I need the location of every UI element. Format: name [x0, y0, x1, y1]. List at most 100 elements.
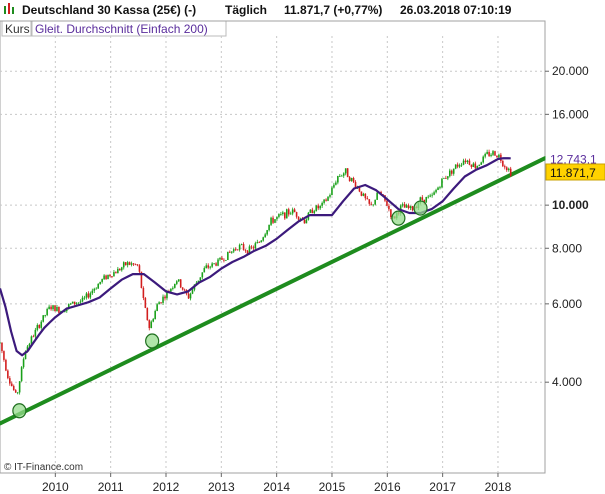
candle-body — [425, 197, 428, 203]
candle-body — [134, 264, 137, 266]
y-axis: 4.000 6.000 8.000 10.000 16.000 20.000 — [545, 64, 589, 389]
candle — [136, 264, 139, 267]
candle-body — [411, 206, 414, 211]
candle-body — [484, 153, 486, 157]
candle-body — [364, 193, 367, 199]
candle — [14, 389, 17, 394]
candle — [498, 153, 500, 159]
candle — [54, 305, 56, 312]
candle — [172, 286, 174, 291]
candle — [405, 203, 408, 208]
candle-body — [311, 209, 314, 214]
candle-body — [295, 212, 298, 217]
candle — [217, 258, 219, 267]
candle — [342, 172, 345, 178]
candle — [264, 232, 266, 238]
candle-body — [211, 263, 213, 267]
candle — [370, 201, 373, 206]
candle-body — [221, 257, 223, 260]
legend-sma-label[interactable]: Gleit. Durchschnitt (Einfach 200) — [35, 22, 208, 36]
candle-body — [97, 283, 100, 289]
candle — [360, 191, 363, 197]
candle-body — [136, 264, 139, 266]
candle-body — [250, 246, 253, 248]
candle — [154, 309, 156, 320]
candle — [315, 205, 318, 212]
candle-body — [319, 205, 321, 209]
candle — [95, 287, 98, 290]
candle-body — [441, 178, 443, 188]
candle-body — [230, 251, 233, 253]
candle — [240, 243, 243, 246]
candle-body — [38, 324, 41, 328]
candle-body — [101, 279, 103, 282]
candle-body — [260, 240, 263, 243]
candle — [177, 279, 180, 283]
candle — [452, 168, 455, 176]
candle — [115, 271, 117, 274]
grid — [0, 36, 545, 473]
candle — [122, 261, 125, 270]
candle-body — [401, 204, 404, 206]
candle-body — [403, 204, 406, 208]
candle — [124, 262, 127, 266]
candle — [284, 212, 286, 220]
candle-body — [266, 230, 268, 235]
x-tick-label: 2013 — [208, 480, 235, 494]
candle-body — [478, 164, 481, 166]
candle-body — [327, 196, 329, 201]
candle — [401, 202, 404, 208]
candle — [337, 175, 339, 185]
candle — [91, 288, 94, 295]
candle-body — [504, 166, 506, 168]
candle — [18, 381, 21, 395]
plot-frame — [0, 20, 546, 474]
candle-body — [462, 160, 465, 165]
candle — [268, 224, 270, 232]
candle — [409, 205, 412, 211]
candle-body — [274, 219, 276, 223]
candle — [439, 185, 441, 190]
x-tick-label: 2011 — [98, 480, 124, 494]
candle — [254, 241, 257, 250]
candle — [368, 199, 371, 206]
interval-label[interactable]: Täglich — [225, 3, 267, 17]
candle-body — [140, 271, 143, 289]
candle — [266, 229, 268, 236]
candle — [227, 251, 229, 261]
candle — [73, 301, 76, 306]
instrument-title: Deutschland 30 Kassa (25€) (-) — [22, 3, 196, 17]
candle — [158, 301, 160, 305]
candle-body — [22, 359, 25, 368]
candle-body — [409, 206, 412, 209]
candle — [79, 299, 82, 305]
candle — [344, 168, 347, 176]
candle-body — [505, 167, 508, 171]
candle — [201, 272, 204, 280]
candle-body — [437, 187, 439, 190]
candle — [126, 260, 129, 268]
candle-body — [189, 293, 192, 299]
candle-body — [32, 336, 35, 338]
candle — [89, 291, 92, 300]
candle — [470, 164, 473, 169]
candle — [32, 334, 35, 338]
candle-body — [464, 160, 467, 163]
candle — [262, 236, 265, 242]
candle-body — [12, 386, 15, 391]
candle-body — [14, 390, 17, 393]
candle — [466, 159, 469, 164]
candle-body — [342, 173, 345, 176]
candle — [435, 188, 437, 194]
candle — [38, 324, 41, 329]
candle-body — [3, 351, 5, 360]
candle-body — [177, 279, 180, 282]
candle-body — [183, 289, 186, 291]
candle-body — [107, 274, 109, 279]
last-price-label: 11.871,7 — [550, 166, 596, 180]
support-touch-marker — [391, 210, 406, 226]
candle — [362, 192, 365, 197]
candle-body — [109, 274, 111, 277]
candle — [101, 278, 103, 284]
legend-kurs-label[interactable]: Kurs — [5, 22, 30, 36]
